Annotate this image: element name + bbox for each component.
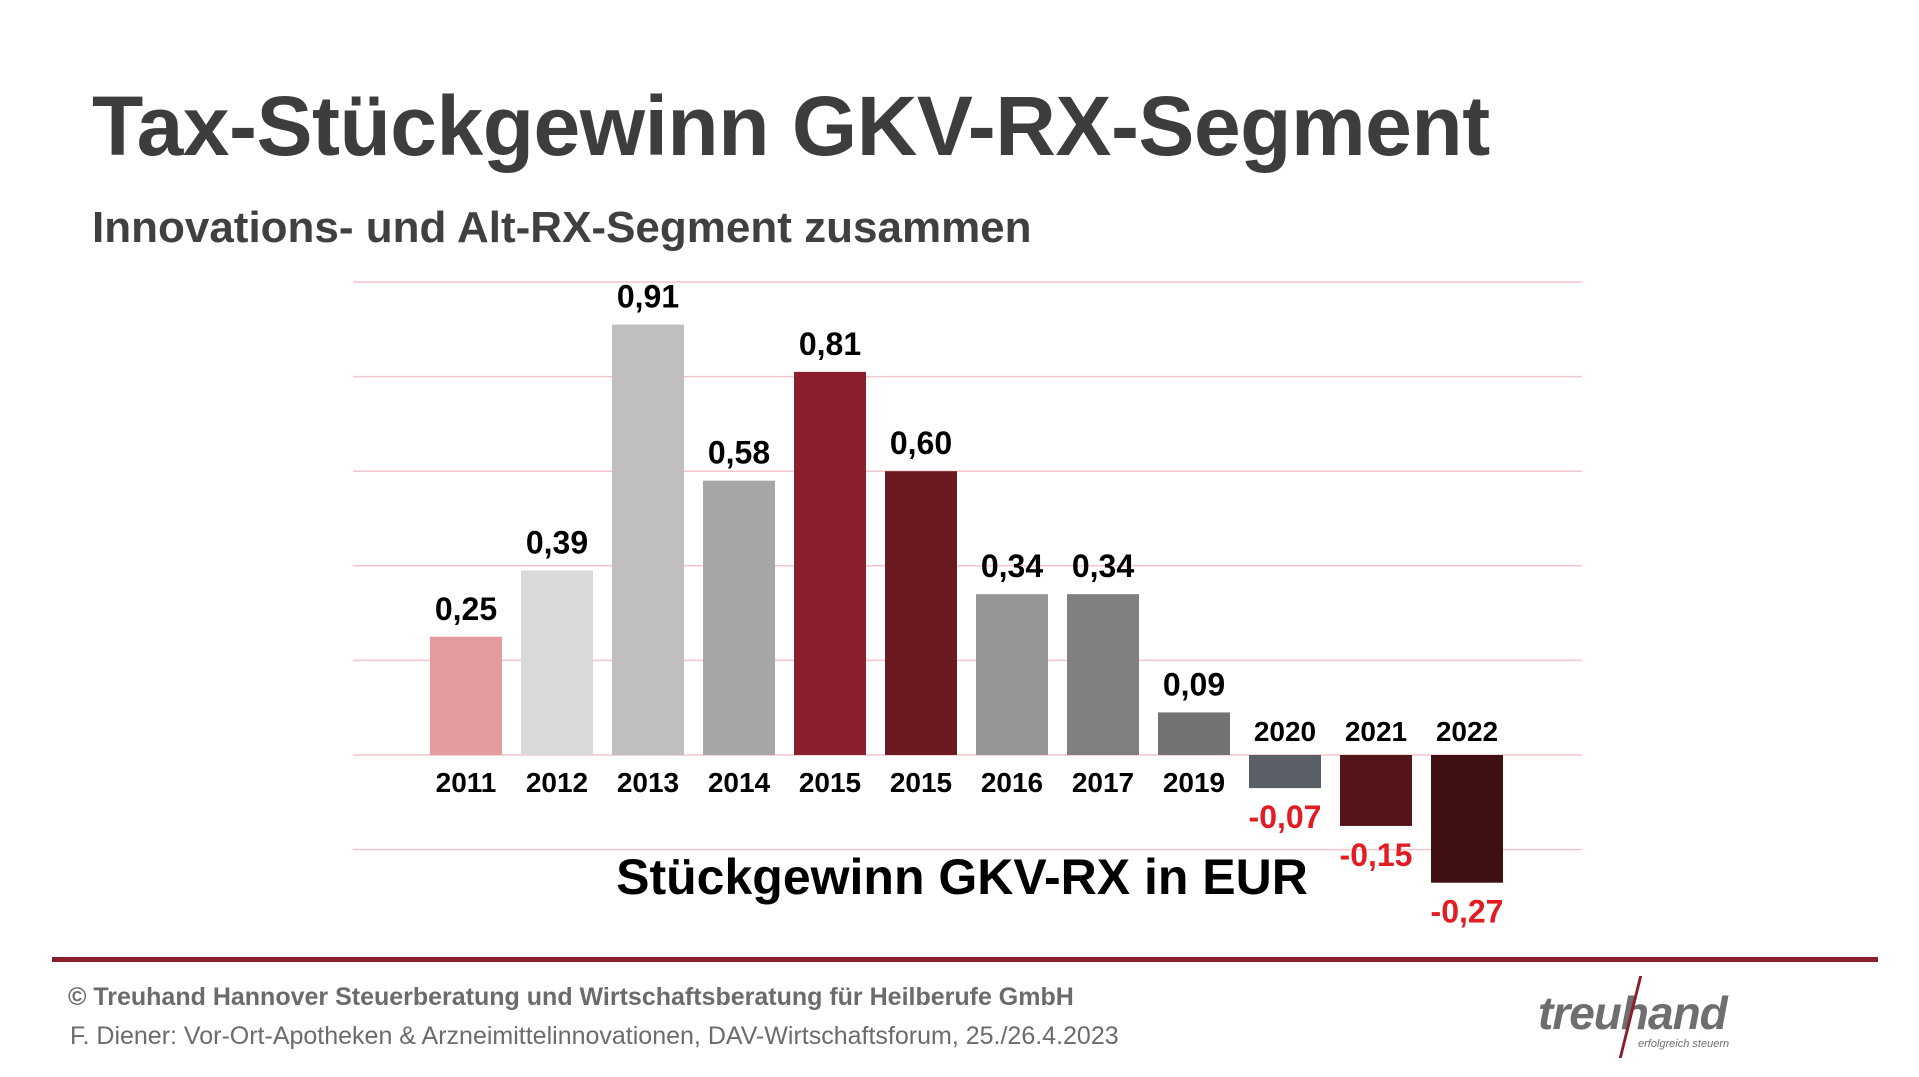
bar-2015 xyxy=(794,371,866,755)
category-label: 2011 xyxy=(436,767,497,798)
category-label: 2015 xyxy=(799,767,861,798)
value-label: 0,91 xyxy=(617,279,679,315)
chart-labels: 2011 0,25 2012 0,39 2013 0,91 2014 0,58 2015 0,81… xyxy=(435,279,1504,930)
treuhand-logo: treuhand erfolgreich steuern xyxy=(1538,972,1738,1062)
category-label: 2014 xyxy=(708,767,771,798)
value-label: -0,27 xyxy=(1431,894,1504,930)
bar-2013 xyxy=(612,324,684,755)
credit-text: F. Diener: Vor-Ort-Apotheken & Arzneimit… xyxy=(70,1022,1119,1050)
value-label: -0,15 xyxy=(1340,837,1413,873)
category-label: 2020 xyxy=(1254,716,1316,747)
bar-2014 xyxy=(703,480,775,755)
bar-2011 xyxy=(430,636,502,755)
bar-2022 xyxy=(1431,755,1503,883)
logo-tagline: erfolgreich steuern xyxy=(1638,1038,1730,1050)
category-label: 2019 xyxy=(1163,767,1225,798)
bar-2021 xyxy=(1340,755,1412,826)
category-label: 2017 xyxy=(1072,767,1134,798)
footer-rule xyxy=(52,957,1878,962)
category-label: 2016 xyxy=(981,767,1043,798)
bar-2020 xyxy=(1249,755,1321,789)
value-label: 0,34 xyxy=(1072,548,1134,584)
value-label: 0,60 xyxy=(890,425,952,461)
value-label: -0,07 xyxy=(1249,799,1322,835)
bar-2015 xyxy=(885,471,957,755)
category-label: 2021 xyxy=(1345,716,1407,747)
category-label: 2022 xyxy=(1436,716,1498,747)
page-subtitle: Innovations- und Alt-RX-Segment zusammen xyxy=(92,203,1032,252)
bar-2019 xyxy=(1158,712,1230,755)
value-label: 0,09 xyxy=(1163,666,1225,702)
chart-bars xyxy=(430,324,1503,883)
value-label: 0,39 xyxy=(526,525,588,561)
chart-gridlines xyxy=(353,281,1582,851)
value-label: 0,34 xyxy=(981,548,1043,584)
bar-2016 xyxy=(976,594,1048,755)
copyright-text: © Treuhand Hannover Steuerberatung und W… xyxy=(68,983,1074,1011)
value-label: 0,81 xyxy=(799,326,861,362)
chart-title: Stückgewinn GKV-RX in EUR xyxy=(616,849,1308,905)
value-label: 0,25 xyxy=(435,591,497,627)
bar-2012 xyxy=(521,570,593,755)
category-label: 2013 xyxy=(617,767,679,798)
page-title: Tax-Stückgewinn GKV-RX-Segment xyxy=(92,79,1490,173)
bar-2017 xyxy=(1067,594,1139,755)
value-label: 0,58 xyxy=(708,435,770,471)
category-label: 2012 xyxy=(526,767,588,798)
category-label: 2015 xyxy=(890,767,952,798)
